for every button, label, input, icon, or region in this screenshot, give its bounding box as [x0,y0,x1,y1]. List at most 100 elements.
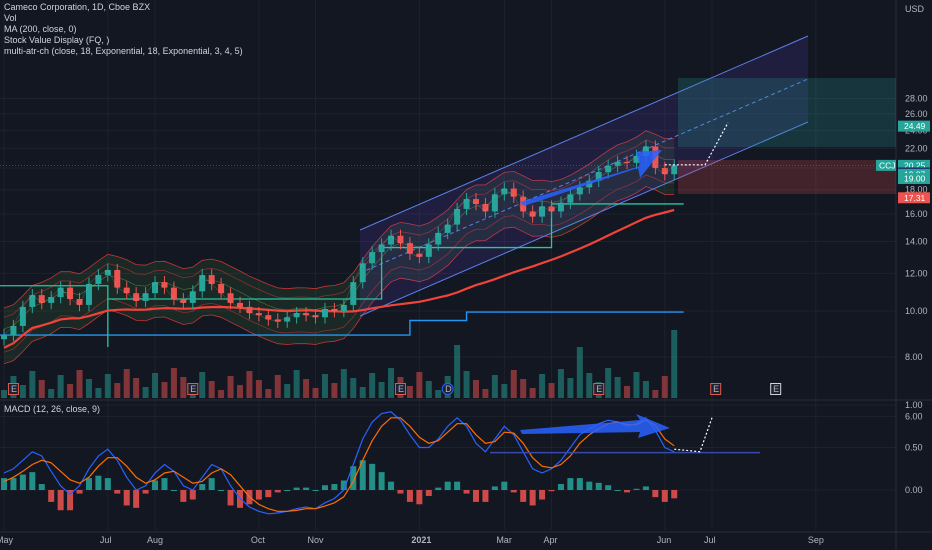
macd-legend[interactable]: MACD (12, 26, close, 9) [4,404,101,414]
channel-mid [359,78,809,274]
price-tag-text: 20.25 [904,160,926,170]
candle [444,218,451,240]
candle-body [19,306,26,326]
time-tick-label: Nov [308,535,325,545]
candle [114,263,121,294]
price-tag-bg [898,159,930,171]
macd-histogram-bar [671,490,678,499]
candle [416,247,423,264]
macd-histogram [1,460,678,511]
event-marker-bg [593,383,605,395]
price-tag-bg [898,173,930,185]
volume-bar [142,387,149,398]
candle [189,285,196,310]
volume-bar [199,372,206,398]
event-marker-bg [7,383,19,395]
candle-body [85,283,92,305]
candle-body [350,282,357,305]
candle-body [567,194,574,203]
candle [123,281,130,300]
volume-bar [473,380,479,398]
macd-histogram-bar [10,478,17,490]
candle [388,229,395,251]
time-tick-label: May [0,535,14,545]
candle-body [133,293,140,301]
candle [340,298,347,318]
legend-title[interactable]: Cameco Corporation, 1D, Cboe BZX [4,2,151,12]
ticker-tag-text: CCJ [879,160,896,170]
candle [19,300,26,333]
volume-bar [227,376,234,398]
close-series-line [3,145,675,336]
volume-bar [510,370,517,398]
macd-histogram-bar [454,481,461,490]
price-tick-label: 10.00 [905,306,928,316]
time-tick-label: Jun [657,535,672,545]
candle-body [576,187,583,195]
volume-bar [48,389,55,398]
candle-body [265,315,272,320]
event-marker: E [710,383,722,395]
legend-ma[interactable]: MA (200, close, 0) [4,24,77,34]
candle-body [170,287,177,299]
candle [104,263,111,282]
volume-bar [652,390,659,398]
blue-level-line [0,311,684,336]
envelope-line [3,139,675,318]
projection-dotted [664,122,729,166]
candle [671,159,678,181]
candle [406,236,413,260]
candle-body [369,252,376,264]
candle [180,292,187,310]
volume-bar [576,347,583,398]
candle-body [38,295,45,303]
candle [510,182,517,203]
legend-multi-atr[interactable]: multi-atr-ch (close, 18, Exponential, 18… [4,46,243,56]
candle [350,276,357,312]
volume-bar [369,373,376,398]
macd-tick-label: 0.00 [905,485,923,495]
volume-bar [491,375,498,398]
candle [218,277,225,300]
volume-bar [246,371,253,398]
candle-body [406,243,413,254]
signal-line [3,417,675,512]
macd-histogram-bar [255,490,262,500]
volume-bar [340,369,347,398]
grid-lines [0,0,896,530]
macd-histogram-bar [369,463,376,490]
price-tick-label: 22.00 [905,143,928,153]
candle-body [331,308,338,311]
trend-arrow [520,150,662,206]
volume-bar [586,373,593,398]
time-tick-label: Mar [496,535,512,545]
volume-bar [76,370,83,398]
volume-bar [642,381,649,398]
volume-bar [161,382,168,398]
legend-stock-value[interactable]: Stock Value Display (FQ, ) [4,35,110,45]
candle-body [529,211,536,217]
volume-bar [388,368,395,398]
candle [378,238,385,259]
candle [369,246,376,270]
volume-bar [378,382,385,398]
macd-histogram-bar [218,490,225,491]
volume-bar [38,380,45,398]
time-axis: May Jul Aug Oct Nov 2021 Mar Apr Jun Jul Sep [0,535,824,545]
event-marker-text: E [773,384,779,394]
volume-bar [133,378,140,398]
macd-histogram-bar [85,478,92,490]
candle-body [95,275,102,284]
price-tick-label: 18.00 [905,185,928,195]
volume-bar [274,375,281,398]
macd-histogram-bar [473,490,479,502]
legend-vol[interactable]: Vol [4,13,17,23]
volume-bar [57,375,64,398]
event-marker: E [394,383,406,395]
envelope-line [3,130,675,309]
price-tag-bg [898,192,930,204]
event-marker-text: E [713,384,719,394]
event-marker: E [187,383,199,395]
macd-histogram-bar [114,490,121,494]
